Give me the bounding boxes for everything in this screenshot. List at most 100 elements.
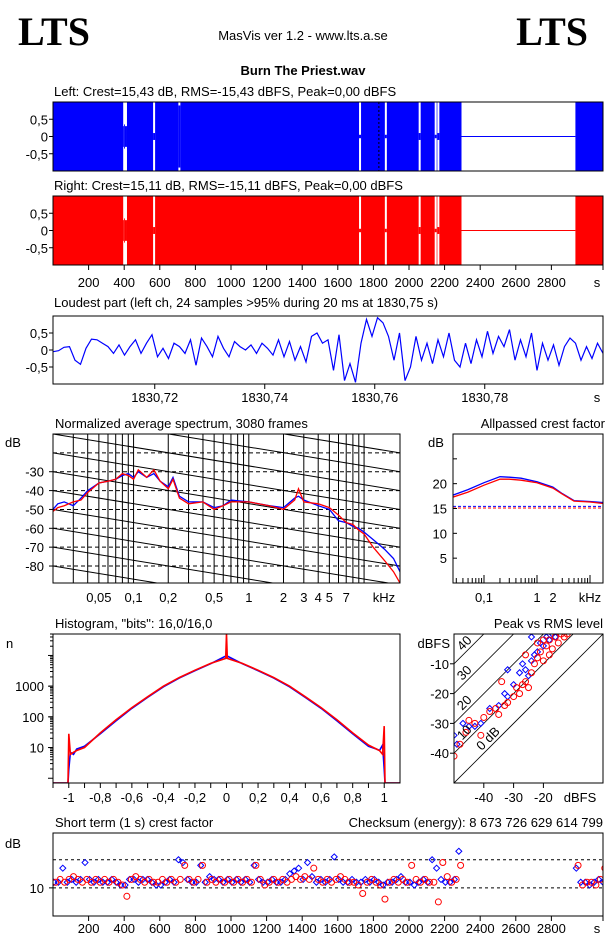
peak-vs-rms-y-tick-label: -10 xyxy=(430,657,449,672)
peak-rms-point-left xyxy=(524,672,533,680)
peak-rms-point-right xyxy=(513,684,521,692)
short-term-crest-point-left xyxy=(81,858,89,867)
right-waveform-y-tick-label: -0,5 xyxy=(26,241,48,256)
spectrum-line-right xyxy=(53,468,400,583)
histogram-y-tick-label: 10 xyxy=(30,741,44,756)
short-term-crest-time-axis-x-tick-label: 1400 xyxy=(288,921,317,936)
short-term-crest-point-left xyxy=(277,878,285,886)
short-term-crest-point-left xyxy=(321,878,330,886)
histogram-y-label: n xyxy=(6,636,13,651)
loudest-part-title: Loudest part (left ch, 24 samples >95% d… xyxy=(54,295,438,310)
right-waveform-dip-level xyxy=(153,227,156,234)
histogram-x-tick-label: 0,6 xyxy=(312,790,330,805)
peak-rms-point-left xyxy=(459,719,467,728)
short-term-crest-y-label: dB xyxy=(5,836,21,851)
short-term-crest-point-right xyxy=(601,865,603,872)
short-term-crest-point-right xyxy=(359,889,367,897)
right-channel-stats: Right: Crest=15,11 dB, RMS=-15,11 dBFS, … xyxy=(54,178,403,193)
time-axis-x-tick-label: 1400 xyxy=(288,275,317,290)
spectrum-x-tick-label: 0,2 xyxy=(159,590,177,605)
short-term-crest-time-axis-x-tick-label: 1200 xyxy=(252,921,281,936)
peak-rms-point-left xyxy=(465,722,473,731)
peak-rms-point-right xyxy=(536,648,544,656)
short-term-crest-time-axis-x-tick-label: 2000 xyxy=(395,921,424,936)
left-waveform-dip-level xyxy=(178,105,181,168)
peak-rms-point-left xyxy=(521,666,530,674)
left-waveform-dip-level xyxy=(418,133,421,140)
short-term-crest-point-right xyxy=(123,892,131,900)
short-term-crest-point-right xyxy=(457,861,465,869)
peak-rms-point-right xyxy=(525,684,532,692)
spectrum-x-tick-label: 3 xyxy=(300,590,307,605)
spectrum-slope-reference-line xyxy=(281,434,400,454)
histogram-x-tick-label: -0,2 xyxy=(184,790,206,805)
plot-area xyxy=(53,434,400,583)
peak-rms-point-left xyxy=(454,740,461,748)
peak-rms-point-right xyxy=(545,651,553,659)
plot-area xyxy=(454,634,603,783)
peak-rms-point-right xyxy=(498,678,506,686)
short-term-crest-point-right xyxy=(574,861,582,869)
short-term-crest-time-axis-x-tick-label: 800 xyxy=(185,921,207,936)
short-term-crest-time-axis-x-tick-label: 2800 xyxy=(537,921,566,936)
right-waveform-dip-level xyxy=(437,227,440,234)
peak-vs-rms-x-unit: dBFS xyxy=(564,790,597,805)
short-term-crest-point-right xyxy=(592,881,600,889)
plot-area xyxy=(453,476,603,509)
peak-vs-rms-title: Peak vs RMS level xyxy=(494,616,603,631)
allpassed-crest-frame xyxy=(452,433,604,584)
left-waveform-dip-level xyxy=(437,133,440,140)
loudest-part-y-tick-label: -0,5 xyxy=(26,360,48,375)
crest-reference-line xyxy=(454,634,485,665)
left-waveform-dip-level xyxy=(359,134,362,139)
histogram-title: Histogram, "bits": 16,0/16,0 xyxy=(55,616,212,631)
spectrum-x-tick-label: 7 xyxy=(343,590,350,605)
histogram-x-tick-label: -0,8 xyxy=(89,790,111,805)
spectrum-slope-reference-line xyxy=(53,508,400,567)
short-term-crest-point-left xyxy=(134,878,143,886)
right-waveform-fill xyxy=(575,196,603,265)
short-term-crest-point-right xyxy=(118,881,126,889)
time-axis-x-tick-label: 2600 xyxy=(501,275,530,290)
peak-rms-point-right xyxy=(522,651,530,659)
peak-rms-point-right xyxy=(504,699,512,707)
loudest-part-waveform-line xyxy=(53,316,603,383)
histogram-line-right xyxy=(53,634,400,783)
short-term-crest-point-right xyxy=(403,878,411,886)
spectrum-slope-reference-line xyxy=(53,471,400,529)
peak-vs-rms-x-tick-label: -40 xyxy=(474,790,493,805)
left-waveform-fill xyxy=(575,102,603,171)
short-term-crest-point-right xyxy=(194,875,202,883)
left-waveform-y-tick-label: -0,5 xyxy=(26,147,48,162)
allpassed-y-tick-label: 20 xyxy=(433,477,447,492)
peak-rms-point-right xyxy=(522,678,530,686)
crest-reference-line xyxy=(454,634,603,783)
short-term-crest-point-left xyxy=(375,878,383,886)
peak-rms-point-right xyxy=(551,634,559,641)
allpassed-x-tick-label: 1 xyxy=(533,590,540,605)
short-term-crest-point-right xyxy=(288,875,296,883)
peak-vs-rms-y-tick-label: -30 xyxy=(430,716,449,731)
app-title: MasVis ver 1.2 - www.lts.a.se xyxy=(218,28,388,43)
histogram-x-tick-label: 0,2 xyxy=(249,790,267,805)
short-term-crest-point-right xyxy=(181,861,189,869)
spectrum-slope-reference-line xyxy=(53,565,161,583)
short-term-crest-point-right xyxy=(256,875,264,883)
peak-vs-rms-x-tick-label: -30 xyxy=(504,790,523,805)
allpassed-crest-line-left xyxy=(453,476,603,504)
crest-reference-label: 40 xyxy=(454,633,475,654)
short-term-crest-point-left xyxy=(326,875,334,884)
peak-rms-point-left xyxy=(539,642,548,650)
peak-rms-point-right xyxy=(530,660,538,668)
peak-rms-point-right xyxy=(454,752,458,760)
histogram-line-left xyxy=(53,654,400,783)
time-axis-x-tick-label: 600 xyxy=(149,275,171,290)
allpassed-y-tick-label: 15 xyxy=(433,502,447,517)
short-term-crest-point-left xyxy=(59,864,67,872)
right-waveform-y-tick-label: 0 xyxy=(41,224,48,239)
short-term-crest-point-right xyxy=(430,878,438,886)
short-term-crest-point-left xyxy=(397,872,405,881)
peak-rms-point-right xyxy=(465,716,473,724)
left-waveform-fill xyxy=(53,102,462,171)
peak-rms-point-right xyxy=(554,639,562,647)
